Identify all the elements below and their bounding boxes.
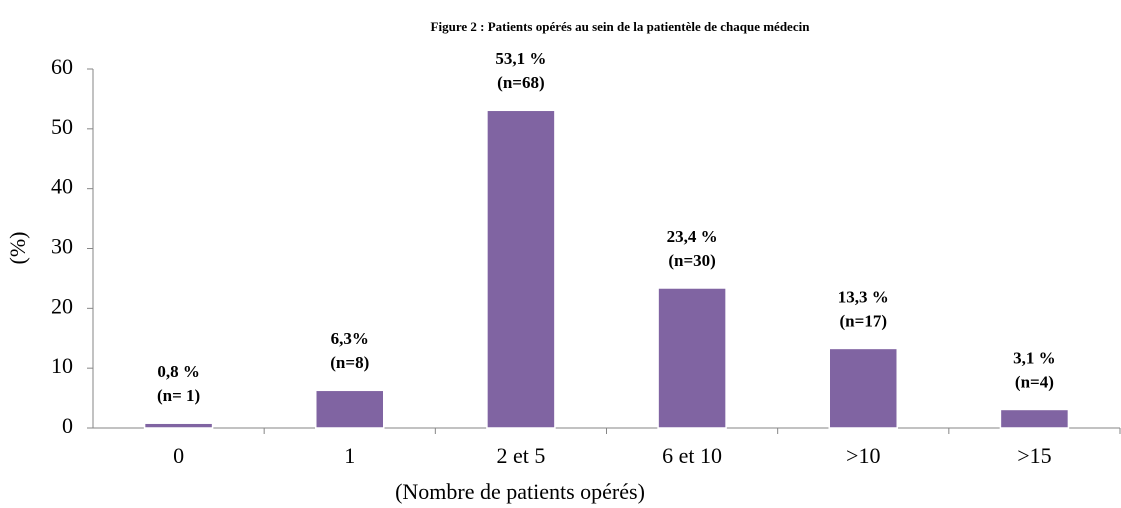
x-tick-label: 1	[344, 443, 355, 468]
value-label: 13,3 %	[838, 287, 889, 306]
n-label: (n= 1)	[157, 386, 200, 405]
value-label: 6,3%	[331, 329, 369, 348]
n-label: (n=68)	[497, 73, 544, 92]
value-label: 53,1 %	[495, 49, 546, 68]
x-tick-label: 6 et 10	[662, 443, 722, 468]
x-tick-label: 0	[173, 443, 184, 468]
y-tick-label: 60	[51, 54, 73, 79]
x-tick-label: 2 et 5	[496, 443, 545, 468]
value-label: 0,8 %	[157, 362, 200, 381]
value-label: 3,1 %	[1013, 348, 1056, 367]
y-tick-label: 30	[51, 234, 73, 259]
value-label: 23,4 %	[667, 227, 718, 246]
n-label: (n=4)	[1015, 372, 1054, 391]
x-tick-label: >10	[846, 443, 880, 468]
bar	[828, 347, 898, 429]
y-tick-label: 10	[51, 353, 73, 378]
x-tick-label: >15	[1017, 443, 1051, 468]
bar	[999, 408, 1070, 429]
n-label: (n=8)	[330, 353, 369, 372]
chart-title: Figure 2 : Patients opérés au sein de la…	[431, 19, 811, 34]
n-label: (n=30)	[668, 251, 715, 270]
x-axis-label: (Nombre de patients opérés)	[395, 479, 645, 504]
bar	[486, 109, 556, 429]
y-tick-label: 40	[51, 174, 73, 199]
bar	[657, 287, 727, 429]
y-tick-label: 20	[51, 293, 73, 318]
y-tick-label: 50	[51, 114, 73, 139]
bar	[143, 422, 214, 429]
n-label: (n=17)	[840, 311, 887, 330]
bar	[315, 389, 385, 429]
y-tick-label: 0	[62, 413, 73, 438]
y-axis-label: (%)	[5, 232, 30, 265]
